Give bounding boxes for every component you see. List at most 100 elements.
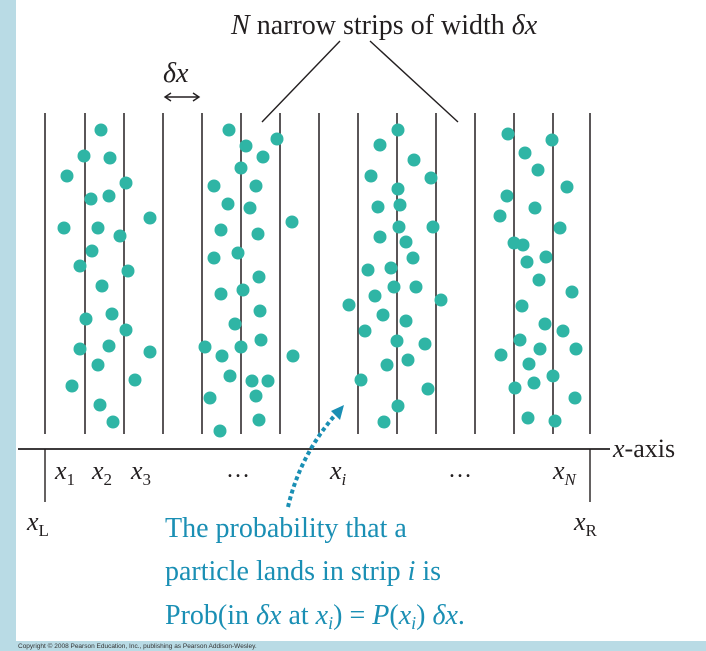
caption-line-2: particle lands in strip i is [165,556,441,587]
particle-dot [229,318,242,331]
particle-dot [377,309,390,322]
particle-dot [343,299,356,312]
particle-dot [262,375,275,388]
tick-ellipsis-right: … [448,457,472,483]
particle-dot [253,414,266,427]
particle-dot [253,271,266,284]
caption-line-3: Prob(in δx at xi) = P(xi) δx. [165,600,465,633]
particle-dot [216,350,229,363]
particle-dot [385,262,398,275]
particle-dot [104,152,117,165]
particle-dot [569,392,582,405]
particle-dot [95,124,108,137]
particle-dot [378,416,391,429]
particle-dot [224,370,237,383]
particle-dot [408,154,421,167]
particle-dot [86,245,99,258]
particle-dot [255,334,268,347]
particle-dot [222,198,235,211]
particle-dot [539,318,552,331]
particle-dot [250,180,263,193]
particle-dot [519,147,532,160]
particle-dot [58,222,71,235]
particle-dot [534,343,547,356]
particle-dot [435,294,448,307]
particle-dot [215,288,228,301]
particle-dot [501,190,514,203]
particle-dot [392,124,405,137]
particle-dot [120,324,133,337]
particle-dot [400,236,413,249]
particle-dot [495,349,508,362]
particle-dot [566,286,579,299]
particle-dot [422,383,435,396]
particle-dot [374,231,387,244]
particle-dot [561,181,574,194]
particle-dot [129,374,142,387]
particle-dot [96,280,109,293]
x-axis-label: x-axis [612,434,675,463]
particle-dot [359,325,372,338]
particle-dot [381,359,394,372]
particle-dot [271,133,284,146]
particle-dot [103,340,116,353]
particle-dot [114,230,127,243]
particle-dot [407,252,420,265]
particle-dot [502,128,515,141]
particle-dot [85,193,98,206]
particle-dot [250,390,263,403]
particle-dot [392,183,405,196]
particle-dot [388,281,401,294]
particle-dot [144,212,157,225]
particle-dot [94,399,107,412]
particle-dot [78,150,91,163]
diagram-panel [16,0,706,641]
particle-dot [61,170,74,183]
particle-dot [547,370,560,383]
particle-dot [521,256,534,269]
particle-dot [546,134,559,147]
particle-dot [199,341,212,354]
particle-dot [554,222,567,235]
particle-dot [107,416,120,429]
particle-dot [557,325,570,338]
particle-dot [362,264,375,277]
particle-dot [522,412,535,425]
particle-dot [214,425,227,438]
particle-dot [410,281,423,294]
particle-dot [523,358,536,371]
particle-dot [240,140,253,153]
particle-dot [391,335,404,348]
particle-dot [208,252,221,265]
particle-dot [529,202,542,215]
particle-dot [257,151,270,164]
diagram-title: N narrow strips of width δx [230,10,538,41]
particle-dot [232,247,245,260]
particle-dot [514,334,527,347]
caption-line-1: The probability that a [165,513,407,544]
particle-dot [355,374,368,387]
particle-dot [144,346,157,359]
particle-dot [106,308,119,321]
particle-dot [372,201,385,214]
particle-dot [365,170,378,183]
particle-dot [402,354,415,367]
particle-dot [393,221,406,234]
particle-dot [425,172,438,185]
particle-dot [92,222,105,235]
particle-dot [494,210,507,223]
particle-dot [394,199,407,212]
particle-dot [549,415,562,428]
particle-dot [252,228,265,241]
particle-dot [570,343,583,356]
strip-width-label: δx [163,58,189,89]
particle-dot [254,305,267,318]
particle-dot [392,400,405,413]
particle-dot [509,382,522,395]
particle-dot [419,338,432,351]
particle-dot [528,377,541,390]
particle-dot [400,315,413,328]
particle-dot [223,124,236,137]
particle-dot [286,216,299,229]
